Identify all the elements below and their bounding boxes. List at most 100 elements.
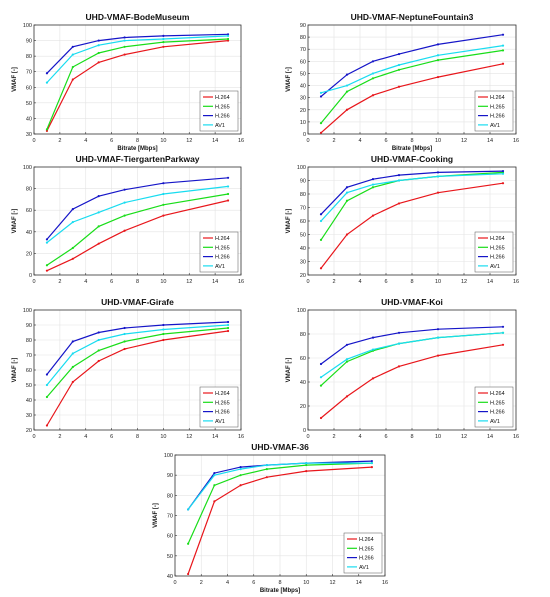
data-point [501, 169, 505, 173]
series-line-h266 [320, 170, 504, 215]
series-line-h266 [46, 177, 229, 240]
data-point [371, 178, 375, 181]
data-point [226, 34, 230, 38]
x-tick-label: 4 [226, 580, 229, 586]
chart-title: UHD-VMAF-Cooking [371, 154, 453, 164]
data-point [45, 238, 49, 241]
data-point [162, 192, 165, 196]
data-point [71, 45, 74, 48]
data-point [371, 60, 375, 63]
x-tick-label: 10 [435, 138, 441, 144]
x-tick-label: 0 [306, 138, 309, 144]
x-tick-label: 10 [160, 279, 166, 285]
data-point [123, 214, 126, 217]
y-tick-label: 30 [26, 132, 32, 138]
x-tick-label: 4 [84, 138, 87, 144]
series-line-av1 [46, 324, 229, 386]
y-axis-label: VMAF [-] [286, 67, 292, 92]
data-point [123, 39, 126, 42]
series-line-h266 [320, 326, 504, 365]
data-point [226, 39, 230, 42]
data-point [371, 94, 375, 97]
data-point [345, 90, 349, 93]
x-tick-label: 6 [384, 434, 387, 440]
data-point [71, 340, 74, 343]
x-tick-label: 10 [435, 434, 441, 440]
legend-label: H.266 [490, 114, 505, 120]
data-point [213, 474, 216, 477]
y-tick-label: 20 [26, 428, 32, 434]
y-tick-label: 100 [297, 308, 306, 314]
legend-label: H.265 [215, 245, 230, 251]
series-line-h264 [46, 199, 229, 272]
x-tick-label: 12 [461, 434, 467, 440]
x-tick-label: 10 [303, 580, 309, 586]
axes-frame [33, 309, 242, 431]
y-tick-label: 20 [300, 108, 306, 114]
data-point [305, 461, 308, 465]
y-axis-label: VMAF [-] [12, 67, 18, 92]
x-tick-label: 6 [110, 434, 113, 440]
x-tick-label: 12 [186, 279, 192, 285]
series-line-h264 [187, 466, 372, 575]
series-line-av1 [46, 185, 229, 244]
legend-label: H.264 [490, 95, 505, 101]
data-point [371, 77, 375, 80]
data-point [187, 508, 190, 511]
data-point [45, 373, 49, 376]
y-axis-label: VMAF [-] [12, 358, 18, 383]
legend-label: H.266 [215, 255, 230, 261]
data-point [239, 474, 242, 477]
y-tick-label: 90 [300, 23, 306, 29]
x-tick-label: 12 [461, 279, 467, 285]
axes-frame [307, 166, 517, 276]
data-point [123, 53, 126, 56]
x-tick-label: 4 [358, 279, 361, 285]
chart-title: UHD-VMAF-BodeMuseum [86, 12, 190, 22]
data-point [97, 195, 100, 198]
data-point [162, 338, 165, 342]
series-line-h266 [46, 33, 229, 74]
data-point [436, 171, 440, 174]
y-tick-label: 40 [300, 246, 306, 252]
data-point [123, 332, 126, 336]
data-point [45, 395, 49, 399]
x-tick-label: 0 [32, 434, 35, 440]
y-tick-label: 80 [300, 35, 306, 41]
data-point [213, 484, 216, 487]
data-point [319, 362, 323, 366]
x-tick-label: 14 [487, 279, 493, 285]
x-tick-label: 2 [332, 138, 335, 144]
y-tick-label: 40 [167, 574, 173, 580]
y-tick-label: 100 [23, 23, 32, 29]
data-point [371, 348, 375, 351]
data-point [45, 264, 49, 267]
y-tick-label: 90 [26, 323, 32, 329]
y-tick-label: 30 [26, 413, 32, 419]
data-point [319, 91, 323, 94]
data-point [397, 68, 401, 71]
data-point [345, 343, 349, 346]
data-point [226, 192, 230, 196]
chart-5: 0 2 4 6 8 10 12 14 16 20 30 40 50 60 70 80 90 100 UHD-VMAF… [12, 297, 244, 440]
x-tick-label: 12 [186, 138, 192, 144]
data-point [162, 37, 165, 41]
y-tick-label: 90 [26, 39, 32, 45]
data-point [71, 220, 74, 224]
data-point [319, 213, 323, 216]
x-tick-label: 16 [513, 138, 519, 144]
data-point [436, 328, 440, 331]
data-point [71, 53, 74, 56]
data-point [97, 44, 100, 47]
data-point [97, 211, 100, 214]
legend-label: H.266 [215, 114, 230, 120]
data-point [345, 84, 349, 87]
x-tick-label: 16 [382, 580, 388, 586]
data-point [71, 257, 74, 260]
data-point [345, 358, 349, 361]
data-point [305, 470, 308, 473]
series-line-h265 [46, 38, 229, 130]
data-point [226, 323, 230, 327]
legend-label: AV1 [490, 264, 500, 270]
data-point [319, 376, 323, 379]
